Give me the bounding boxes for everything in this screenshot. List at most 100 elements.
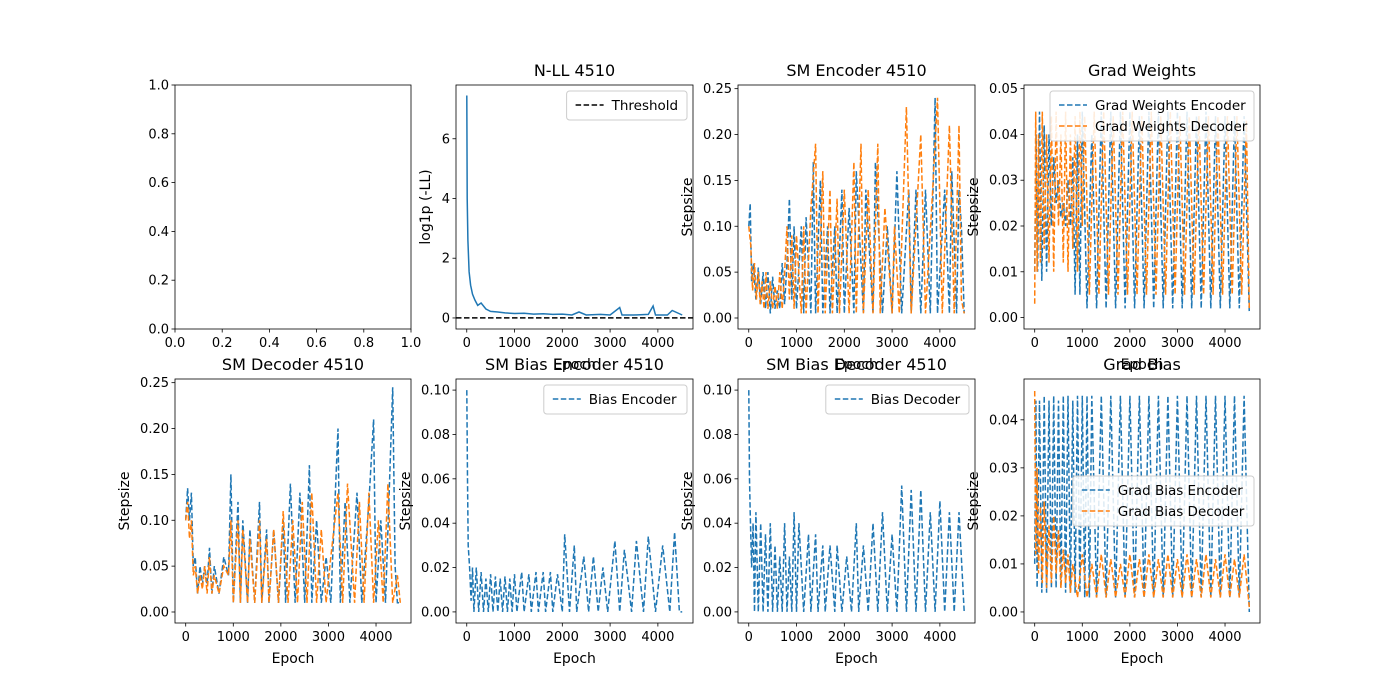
x-tick-label: 4000 [641, 336, 674, 351]
axes-frame [737, 378, 976, 624]
legend-box [566, 90, 688, 121]
x-tick-label: 2000 [264, 630, 297, 645]
y-tick-label: 0.10 [421, 384, 450, 399]
x-tick-label: 3000 [312, 630, 345, 645]
x-tick-label: 1000 [780, 630, 813, 645]
y-tick-label: 0.00 [989, 311, 1018, 326]
x-tick-label: 1000 [498, 336, 531, 351]
y-tick-label: 0.06 [703, 472, 732, 487]
axes-frame [174, 84, 412, 330]
x-tick-label: 4000 [923, 630, 956, 645]
y-tick-label: 0.05 [703, 266, 732, 281]
y-tick-label: 0.05 [140, 560, 169, 575]
series-group [184, 387, 402, 604]
series-group [466, 390, 683, 613]
chart-title: SM Encoder 4510 [786, 61, 926, 80]
y-tick-label: 4 [442, 192, 450, 207]
x-tick-label: 4000 [641, 630, 674, 645]
y-tick-label: 0.04 [989, 413, 1018, 428]
subplot-grid: 0.0 0.2 0.4 0.6 0.8 1.0 0.0 0.2 0.4 0.6 0.8 1.0 0 100… [117, 61, 1261, 667]
series-group [748, 97, 965, 314]
subplot-p2: 0 1000 2000 3000 4000 0.00 0.05 0.10 0.15 0.20 0.2… [680, 61, 976, 373]
y-tick-label: 0.02 [421, 561, 450, 576]
axes-frame [455, 378, 694, 624]
x-tick-label: 0 [463, 336, 471, 351]
x-tick-label: 2000 [1113, 336, 1146, 351]
x-tick-label: 1000 [780, 336, 813, 351]
legend-label: Bias Decoder [871, 392, 961, 408]
legend-label: Grad Bias Encoder [1118, 483, 1243, 499]
y-tick-label: 0.04 [421, 517, 450, 532]
y-tick-label: 0.05 [989, 82, 1018, 97]
y-tick-label: 0.00 [140, 605, 169, 620]
series-line-grad-bias-encoder [1033, 395, 1251, 613]
y-tick-label: 0.10 [703, 384, 732, 399]
x-tick-label: 1000 [498, 630, 531, 645]
series-line-bias-encoder [466, 390, 683, 613]
y-tick-label: 0.20 [140, 422, 169, 437]
x-tick-label: 0 [745, 336, 753, 351]
x-tick-label: 2000 [1113, 630, 1146, 645]
x-tick-label: 1000 [1066, 336, 1099, 351]
axes-frame [737, 84, 976, 330]
y-tick-label: 0.15 [703, 174, 732, 189]
y-axis-label: Stepsize [398, 471, 414, 530]
x-tick-label: 4000 [1208, 630, 1241, 645]
y-tick-label: 0.6 [148, 176, 169, 191]
y-tick-label: 0.01 [989, 557, 1018, 572]
y-tick-label: 0.06 [421, 472, 450, 487]
x-tick-label: 0.4 [259, 336, 280, 351]
x-axis-label: Epoch [835, 357, 878, 373]
y-tick-label: 0.03 [989, 174, 1018, 189]
subplot-p5: 0 1000 2000 3000 4000 0.00 0.02 0.04 0.06 0.08 0.1… [398, 355, 694, 667]
x-tick-label: 3000 [1161, 630, 1194, 645]
x-tick-label: 1000 [217, 630, 250, 645]
subplot-p6: 0 1000 2000 3000 4000 0.00 0.02 0.04 0.06 0.08 0.1… [680, 355, 976, 667]
series-line-1 [748, 97, 965, 314]
y-tick-label: 0.20 [703, 128, 732, 143]
x-tick-label: 2000 [828, 630, 861, 645]
legend-label: Threshold [611, 98, 679, 114]
legend: Bias Encoder [543, 384, 688, 415]
legend-label: Bias Encoder [589, 392, 677, 408]
subplot-p7: 0 1000 2000 3000 4000 0.00 0.01 0.02 0.03 0.04 Gra… [966, 355, 1261, 667]
axes-frame [1023, 84, 1261, 330]
y-tick-label: 0.4 [148, 225, 169, 240]
y-tick-label: 0.10 [140, 514, 169, 529]
y-tick-label: 0.04 [703, 517, 732, 532]
series-line-0 [466, 95, 683, 316]
x-axis-label: Epoch [553, 357, 596, 373]
y-tick-label: 0.08 [703, 428, 732, 443]
x-tick-label: 0 [182, 630, 190, 645]
y-tick-label: 2 [442, 252, 450, 267]
chart-title: Grad Bias [1103, 355, 1181, 374]
y-tick-label: 0.25 [140, 376, 169, 391]
y-tick-label: 0.10 [703, 220, 732, 235]
series-line-1 [184, 483, 402, 603]
series-group [748, 390, 965, 612]
y-axis-label: log1p (-LL) [418, 169, 434, 244]
x-axis-label: Epoch [835, 651, 878, 667]
x-tick-label: 1.0 [401, 336, 422, 351]
x-axis-label: Epoch [1121, 651, 1164, 667]
legend: Grad Weights Encoder Grad Weights Decoder [1049, 90, 1255, 142]
x-tick-label: 0 [1031, 336, 1039, 351]
legend-label: Grad Weights Encoder [1095, 98, 1246, 114]
x-tick-label: 2000 [828, 336, 861, 351]
y-tick-label: 6 [442, 132, 450, 147]
chart-title: SM Decoder 4510 [222, 355, 364, 374]
y-tick-label: 0 [442, 311, 450, 326]
x-tick-label: 0.8 [353, 336, 374, 351]
x-tick-label: 0 [1031, 630, 1039, 645]
chart-title: N-LL 4510 [534, 61, 615, 80]
y-axis-label: Stepsize [966, 177, 982, 236]
chart-title: SM Bias Decoder 4510 [766, 355, 947, 374]
y-tick-label: 0.02 [703, 561, 732, 576]
y-tick-label: 0.08 [421, 428, 450, 443]
y-axis-label: Stepsize [966, 471, 982, 530]
y-tick-label: 0.02 [989, 219, 1018, 234]
y-tick-label: 0.25 [703, 82, 732, 97]
y-axis-label: Stepsize [117, 471, 133, 530]
x-axis-label: Epoch [553, 651, 596, 667]
x-tick-label: 2000 [546, 630, 579, 645]
